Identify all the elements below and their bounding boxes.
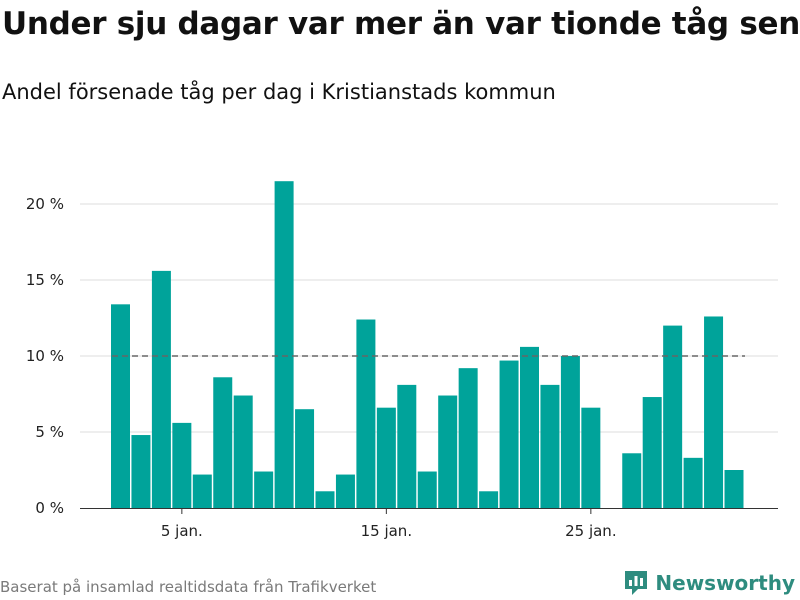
bar [704, 316, 724, 508]
bar-chart: 0 % 5 % 10 % 15 % 20 % 5 jan. 15 jan. 25 jan. [26, 181, 778, 540]
bar [335, 474, 355, 508]
bar [274, 181, 294, 508]
bar [356, 319, 376, 508]
axes: 0 % 5 % 10 % 15 % 20 % 5 jan. 15 jan. 25 jan. [26, 195, 778, 540]
bar [213, 377, 233, 508]
y-tick-label: 0 % [35, 499, 64, 517]
bar [683, 457, 703, 508]
bar [560, 356, 580, 508]
bar [254, 471, 274, 508]
bar [499, 360, 519, 508]
bar [479, 491, 499, 508]
bar [315, 491, 335, 508]
y-tick-label: 15 % [26, 271, 64, 289]
y-tick-label: 5 % [35, 423, 64, 441]
bar [151, 270, 171, 508]
y-tick-label: 10 % [26, 347, 64, 365]
bar [397, 384, 417, 508]
bar [131, 435, 151, 508]
y-tick-label: 20 % [26, 195, 64, 213]
bar [417, 471, 437, 508]
x-tick-label: 25 jan. [565, 522, 617, 540]
bar [458, 368, 478, 508]
bar [581, 407, 601, 508]
brand-logo: Newsworthy [623, 569, 795, 597]
bar [192, 474, 212, 508]
bar [622, 453, 642, 508]
bar [520, 346, 539, 508]
newsworthy-logo-icon [625, 571, 648, 595]
brand-name: Newsworthy [655, 571, 795, 595]
bar [540, 384, 560, 508]
x-tick-label: 5 jan. [161, 522, 203, 540]
source-note: Baserat på insamlad realtidsdata från Tr… [0, 578, 377, 596]
x-tick-label: 15 jan. [361, 522, 413, 540]
bar [233, 395, 253, 508]
bar [111, 304, 130, 508]
bar [663, 325, 683, 508]
chart-title: Under sju dagar var mer än var tionde tå… [2, 6, 800, 42]
bars [111, 181, 744, 508]
bar [724, 470, 744, 508]
bar [295, 409, 315, 508]
bar [376, 407, 396, 508]
bar [438, 395, 458, 508]
bar [172, 422, 192, 508]
bar [642, 397, 662, 508]
chart-subtitle: Andel försenade tåg per dag i Kristianst… [2, 80, 556, 104]
